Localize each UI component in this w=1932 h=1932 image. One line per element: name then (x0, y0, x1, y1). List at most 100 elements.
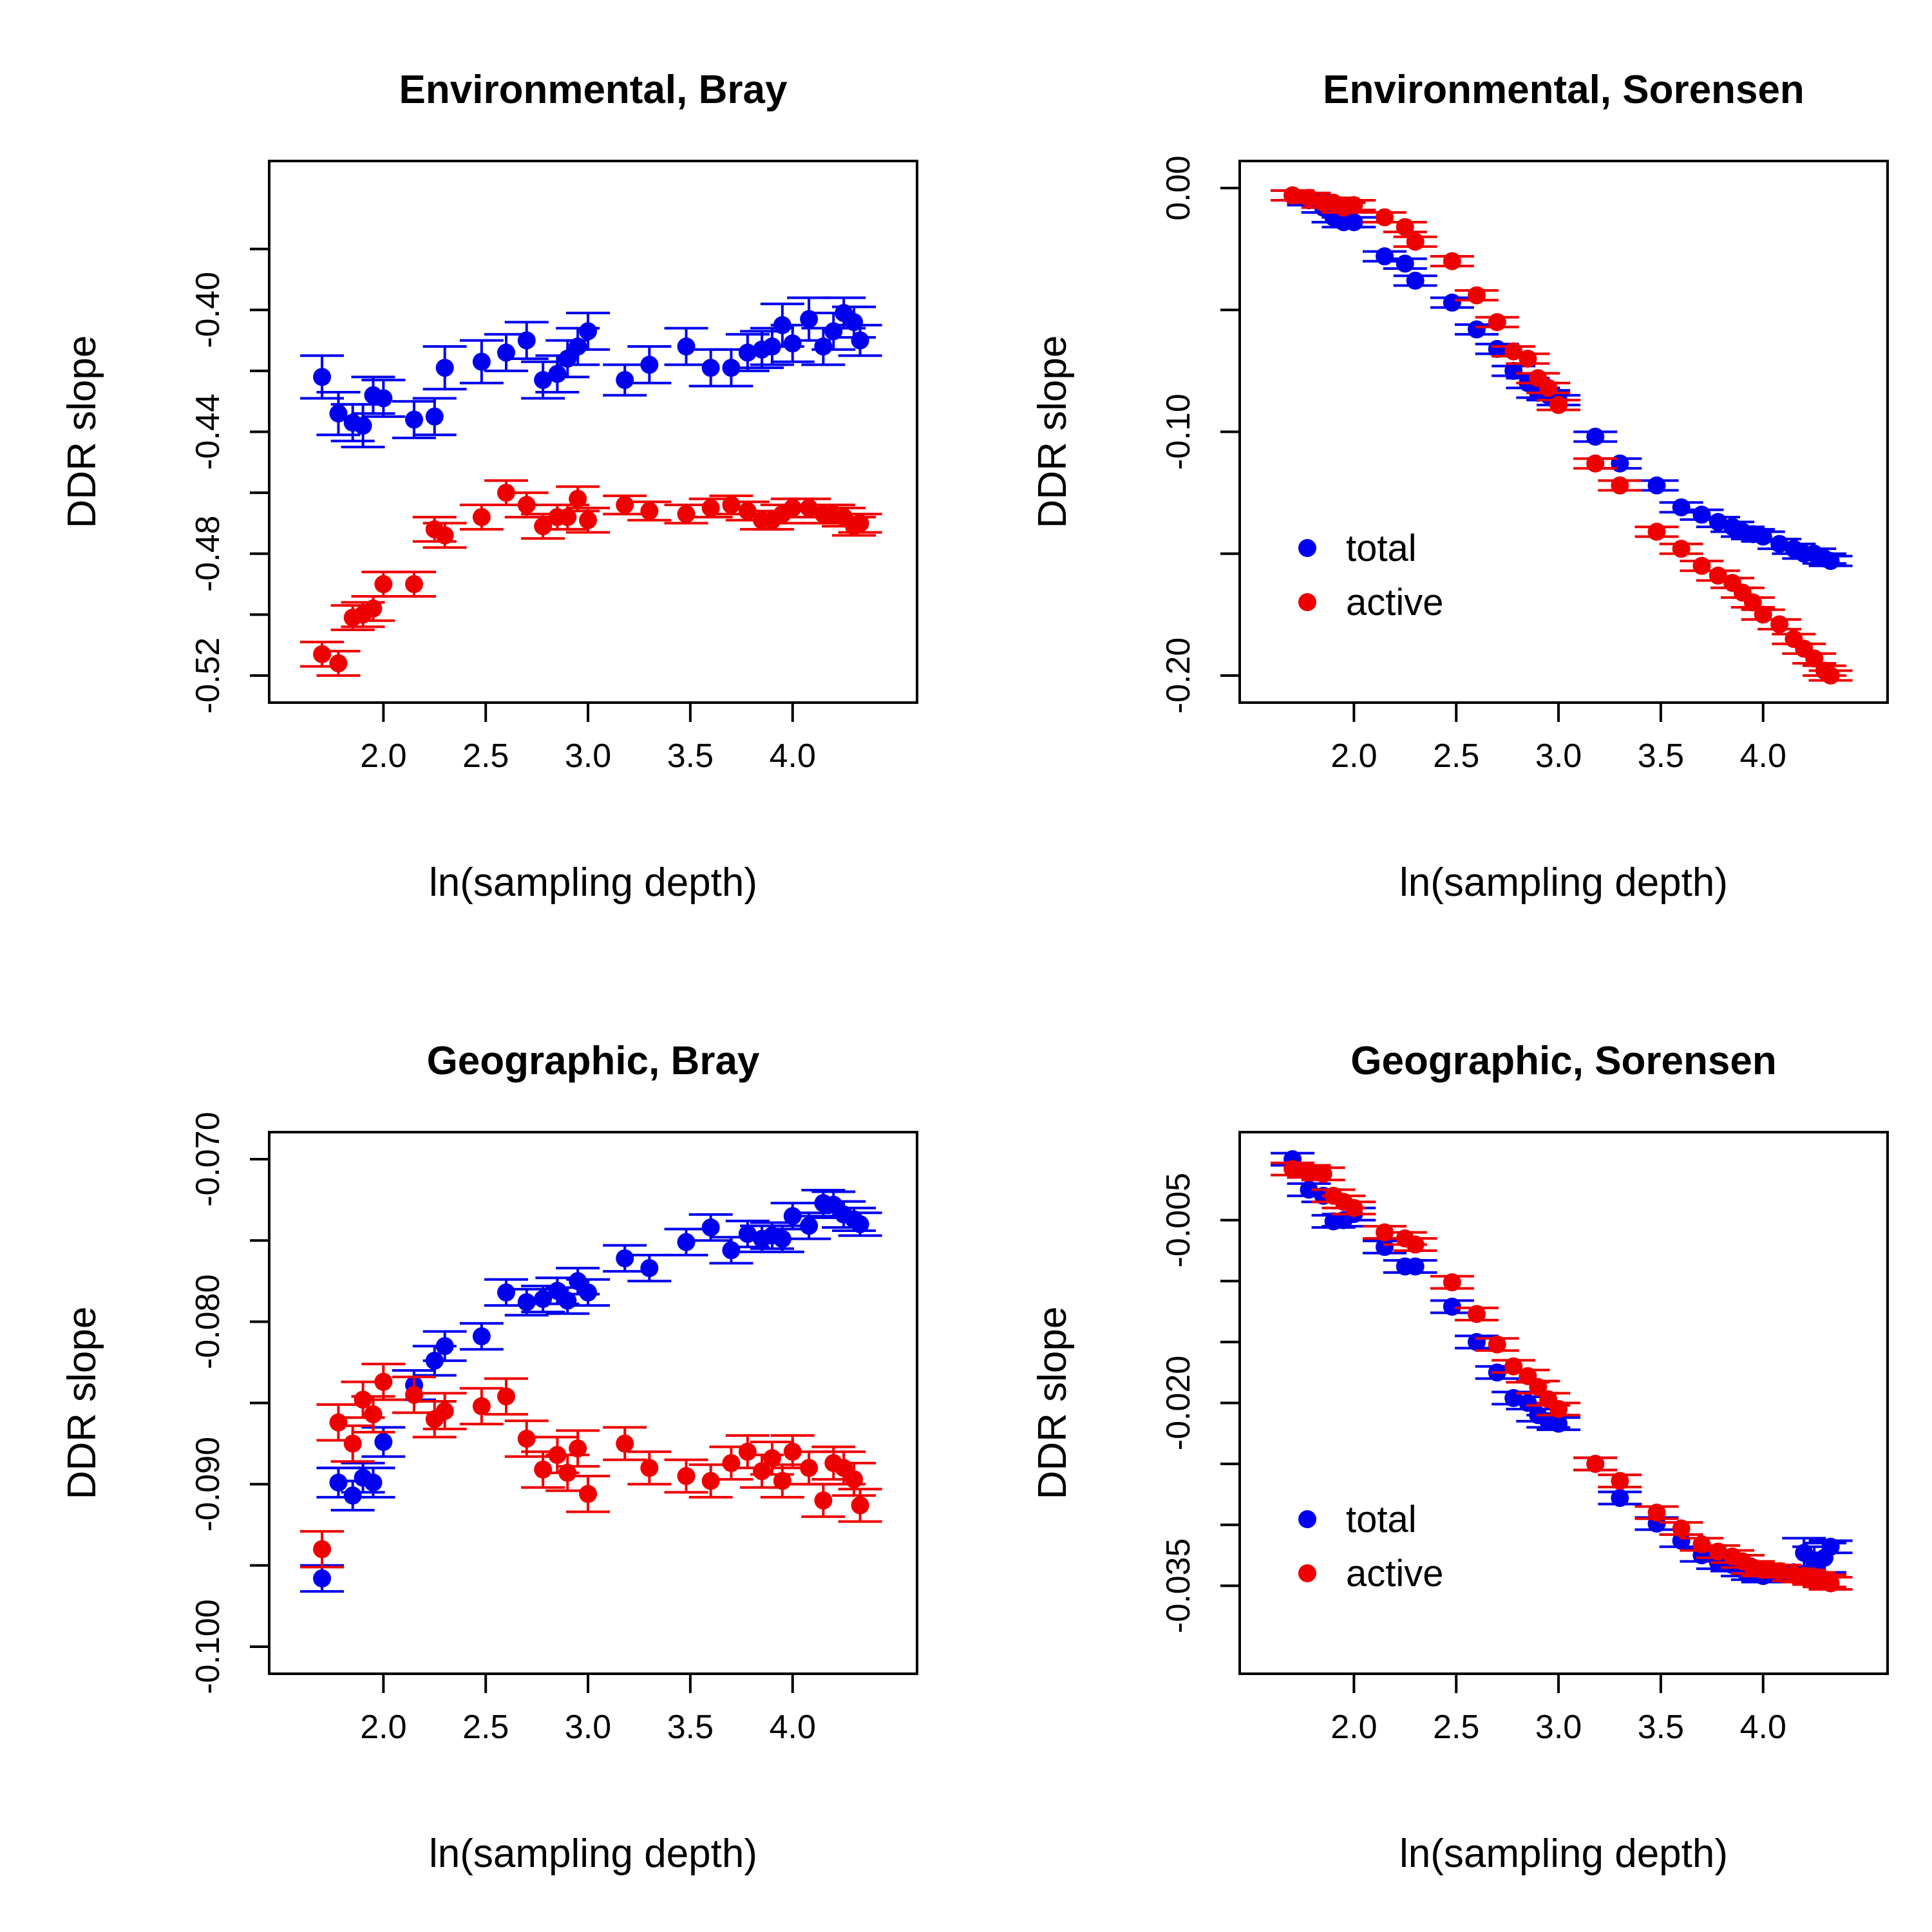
y-tick-label: -0.20 (1160, 638, 1197, 714)
series-active (300, 1362, 882, 1569)
data-point (313, 645, 332, 663)
data-point (1647, 522, 1666, 541)
data-point (1770, 615, 1789, 634)
data-point (1743, 593, 1762, 612)
y-tick-label: -0.44 (189, 393, 227, 470)
data-point (405, 1385, 424, 1404)
data-point (1443, 1273, 1461, 1292)
data-point (1821, 552, 1840, 571)
data-point (1647, 1503, 1666, 1522)
data-point (1672, 498, 1690, 516)
data-point (814, 337, 833, 356)
data-point (800, 498, 819, 517)
panel-2: Environmental, Sorensen 2.0 2.5 3.0 3.5 4.0 ln… (1030, 68, 1889, 905)
series-total (300, 1188, 882, 1593)
x-tick-label: 2.5 (462, 737, 509, 775)
y-axis: -0.005 -0.020 -0.035 (1160, 1173, 1240, 1633)
data-point (1529, 1378, 1548, 1396)
data-point (1692, 506, 1711, 524)
data-point (1376, 1238, 1394, 1256)
data-point (800, 310, 819, 328)
x-tick-label: 3.5 (667, 737, 714, 775)
legend-label-active: active (1346, 582, 1444, 623)
data-point (1467, 1332, 1486, 1351)
y-tick-label: -0.10 (1160, 393, 1197, 470)
y-axis: -0.100 -0.090 -0.080 -0.070 (189, 1112, 269, 1694)
data-point (1754, 605, 1772, 624)
data-point (558, 349, 577, 368)
data-point (1345, 1198, 1363, 1217)
data-point (773, 1229, 791, 1248)
data-point (1406, 1235, 1425, 1254)
data-point (722, 496, 741, 515)
data-point (1314, 1164, 1332, 1183)
data-point (548, 365, 567, 383)
panel-4: Geographic, Sorensen 2.0 2.5 3.0 3.5 4.0 ln(sa… (1030, 1039, 1889, 1876)
data-point (1467, 1305, 1486, 1323)
data-point (640, 502, 659, 520)
data-point (677, 1233, 696, 1251)
data-point (1519, 1394, 1537, 1412)
data-point (1488, 339, 1506, 358)
data-point (435, 1337, 454, 1356)
data-point (1406, 232, 1425, 251)
data-point (1467, 320, 1486, 339)
data-point (1443, 293, 1461, 312)
legend-marker-total (1298, 1510, 1316, 1528)
data-point (824, 322, 843, 341)
data-point (1488, 1335, 1506, 1354)
y-tick-label: -0.52 (189, 638, 227, 714)
data-point (722, 1241, 741, 1260)
data-point (701, 1218, 720, 1237)
legend: total active (1298, 527, 1444, 623)
x-tick-label: 3.0 (1535, 1709, 1582, 1746)
data-point (1443, 252, 1461, 270)
data-point (1504, 361, 1523, 380)
data-point (517, 331, 536, 350)
x-tick-label: 2.5 (1433, 1709, 1479, 1746)
data-point (851, 1215, 869, 1233)
data-point (517, 1430, 536, 1448)
x-axis: 2.0 2.5 3.0 3.5 4.0 (360, 1674, 816, 1746)
data-point (616, 1249, 634, 1267)
chart-title: Geographic, Bray (427, 1039, 760, 1083)
data-point (472, 1397, 491, 1416)
data-point (329, 404, 348, 423)
y-axis-label: DDR slope (60, 1307, 104, 1500)
panel-1: Environmental, Bray 2.0 2.5 3.0 3.5 4.0 ln(sam… (60, 68, 918, 905)
data-point (534, 517, 553, 536)
data-point (1692, 556, 1711, 575)
data-point (1396, 218, 1414, 236)
x-tick-label: 4.0 (770, 1709, 816, 1746)
data-point (640, 1459, 659, 1477)
data-point (425, 407, 444, 426)
data-point (1611, 1472, 1629, 1490)
x-axis-label: ln(sampling depth) (1399, 1832, 1728, 1876)
data-point (722, 1454, 741, 1472)
data-point (569, 489, 587, 508)
x-tick-label: 3.0 (565, 1709, 611, 1746)
data-point (1611, 476, 1629, 495)
data-point (1549, 1399, 1568, 1418)
data-point (1586, 428, 1605, 446)
data-point (738, 1225, 757, 1244)
data-point (616, 496, 634, 515)
y-tick-label: -0.080 (189, 1274, 227, 1369)
data-point (343, 1486, 362, 1505)
chart-title: Geographic, Sorensen (1350, 1039, 1777, 1083)
data-point (472, 507, 491, 526)
x-tick-label: 4.0 (1740, 1709, 1786, 1746)
x-axis: 2.0 2.5 3.0 3.5 4.0 (360, 703, 816, 775)
x-axis-label: ln(sampling depth) (1399, 860, 1728, 905)
data-point (616, 1434, 634, 1453)
data-point (1396, 254, 1414, 273)
data-point (1647, 476, 1666, 495)
data-point (640, 355, 659, 374)
data-point (1283, 1160, 1302, 1179)
data-point (1821, 1537, 1840, 1556)
data-point (313, 1540, 332, 1558)
data-point (329, 1473, 348, 1492)
legend-marker-active (1298, 1564, 1316, 1582)
data-point (1672, 1519, 1690, 1538)
y-axis-label: DDR slope (1030, 336, 1075, 529)
